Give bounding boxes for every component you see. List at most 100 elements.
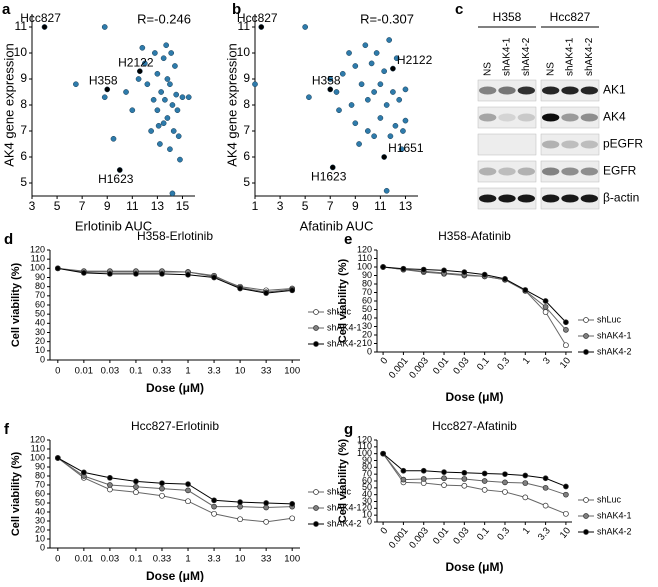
x-tick-label: 0 <box>378 355 390 366</box>
x-tick-label: 0.1 <box>129 366 142 377</box>
y-tick-label: 20 <box>35 336 45 346</box>
group-label: H358 <box>493 10 522 24</box>
y-tick-label: 100 <box>30 452 45 462</box>
x-tick-label: 1 <box>185 554 190 565</box>
x-tick-label: 15 <box>176 199 190 213</box>
point <box>392 122 399 129</box>
marker <box>563 319 569 326</box>
point <box>110 135 117 142</box>
series-line <box>383 266 567 346</box>
y-tick-label: 120 <box>357 434 372 444</box>
y-tick-label: 90 <box>362 455 372 465</box>
point-label: H2122 <box>118 55 154 69</box>
x-tick-label: 100 <box>284 554 300 565</box>
point <box>383 102 390 108</box>
point <box>327 76 334 82</box>
band <box>517 113 535 122</box>
legend-label: shAK4-2 <box>597 526 632 536</box>
band <box>561 167 579 176</box>
legend-marker <box>583 349 589 355</box>
point <box>169 190 176 197</box>
marker <box>289 515 296 522</box>
y-tick-label: 30 <box>362 496 372 506</box>
marker <box>380 264 386 270</box>
x-tick-label: 5 <box>302 199 309 213</box>
lane-label: shAK4-2 <box>584 37 595 76</box>
marker <box>211 510 217 517</box>
point <box>160 55 167 62</box>
lane-label: shAK4-2 <box>521 37 532 76</box>
point <box>339 70 346 77</box>
point <box>135 76 142 82</box>
x-tick-label: 1 <box>252 199 259 213</box>
marker <box>563 327 569 333</box>
marker <box>461 476 468 482</box>
y-tick-label: 30 <box>35 515 45 525</box>
marker <box>289 287 296 294</box>
marker <box>263 500 269 506</box>
annotation: R=-0.246 <box>137 11 191 26</box>
band <box>498 113 516 122</box>
marker <box>185 498 191 505</box>
x-tick-label: 7 <box>79 199 86 213</box>
blot-strip <box>477 106 537 129</box>
point <box>396 96 403 103</box>
marker <box>185 487 191 494</box>
y-tick-label: 5 <box>20 175 27 189</box>
x-tick-label: 0.003 <box>407 355 431 380</box>
legend-label: shAK4-1 <box>597 510 632 520</box>
x-tick-label: 13 <box>399 199 413 213</box>
y-tick-label: 6 <box>20 149 27 163</box>
marker <box>289 501 296 507</box>
band <box>498 86 516 95</box>
y-tick-label: 9 <box>243 71 250 85</box>
x-tick-label: 0.3 <box>495 525 512 542</box>
x-tick-label: 0.33 <box>153 554 172 565</box>
marker <box>400 265 407 272</box>
series-line <box>57 457 293 509</box>
x-tick-label: 0.1 <box>129 554 142 565</box>
marker <box>563 483 569 490</box>
y-tick-label: 50 <box>35 497 45 507</box>
y-tick-label: 5 <box>243 175 250 189</box>
marker <box>502 479 508 486</box>
marker <box>542 484 549 491</box>
panel-letter: g <box>344 421 353 438</box>
y-tick-label: 11 <box>15 19 28 33</box>
point <box>377 115 384 121</box>
marker <box>185 271 191 278</box>
point-label: H1623 <box>98 172 134 186</box>
y-tick-label: 80 <box>35 281 45 291</box>
band <box>542 86 560 95</box>
x-tick-label: 0.01 <box>75 554 94 565</box>
marker <box>237 285 243 292</box>
lane-label: NS <box>482 62 493 76</box>
marker <box>159 480 165 487</box>
point <box>152 50 158 56</box>
marker <box>502 471 508 478</box>
x-tick-label: 1 <box>521 525 533 536</box>
point <box>252 81 258 88</box>
band <box>580 113 598 122</box>
row-label: EGFR <box>603 164 637 178</box>
x-tick-label: 0.3 <box>495 355 512 372</box>
point-label: H358 <box>312 74 341 88</box>
point <box>170 128 177 134</box>
y-tick-label: 40 <box>35 318 45 328</box>
band <box>561 194 579 203</box>
point <box>327 86 334 93</box>
marker <box>542 502 549 509</box>
point <box>148 128 154 134</box>
point <box>390 65 396 72</box>
marker <box>159 485 165 492</box>
marker <box>133 483 139 490</box>
marker <box>263 290 269 296</box>
annotation: R=-0.307 <box>360 11 414 26</box>
y-axis-title: AK4 gene expression <box>1 43 16 167</box>
point <box>177 156 183 163</box>
y-tick-label: 90 <box>35 461 45 471</box>
marker <box>502 489 508 495</box>
x-tick-label: 0.1 <box>475 525 492 542</box>
point <box>368 60 375 67</box>
